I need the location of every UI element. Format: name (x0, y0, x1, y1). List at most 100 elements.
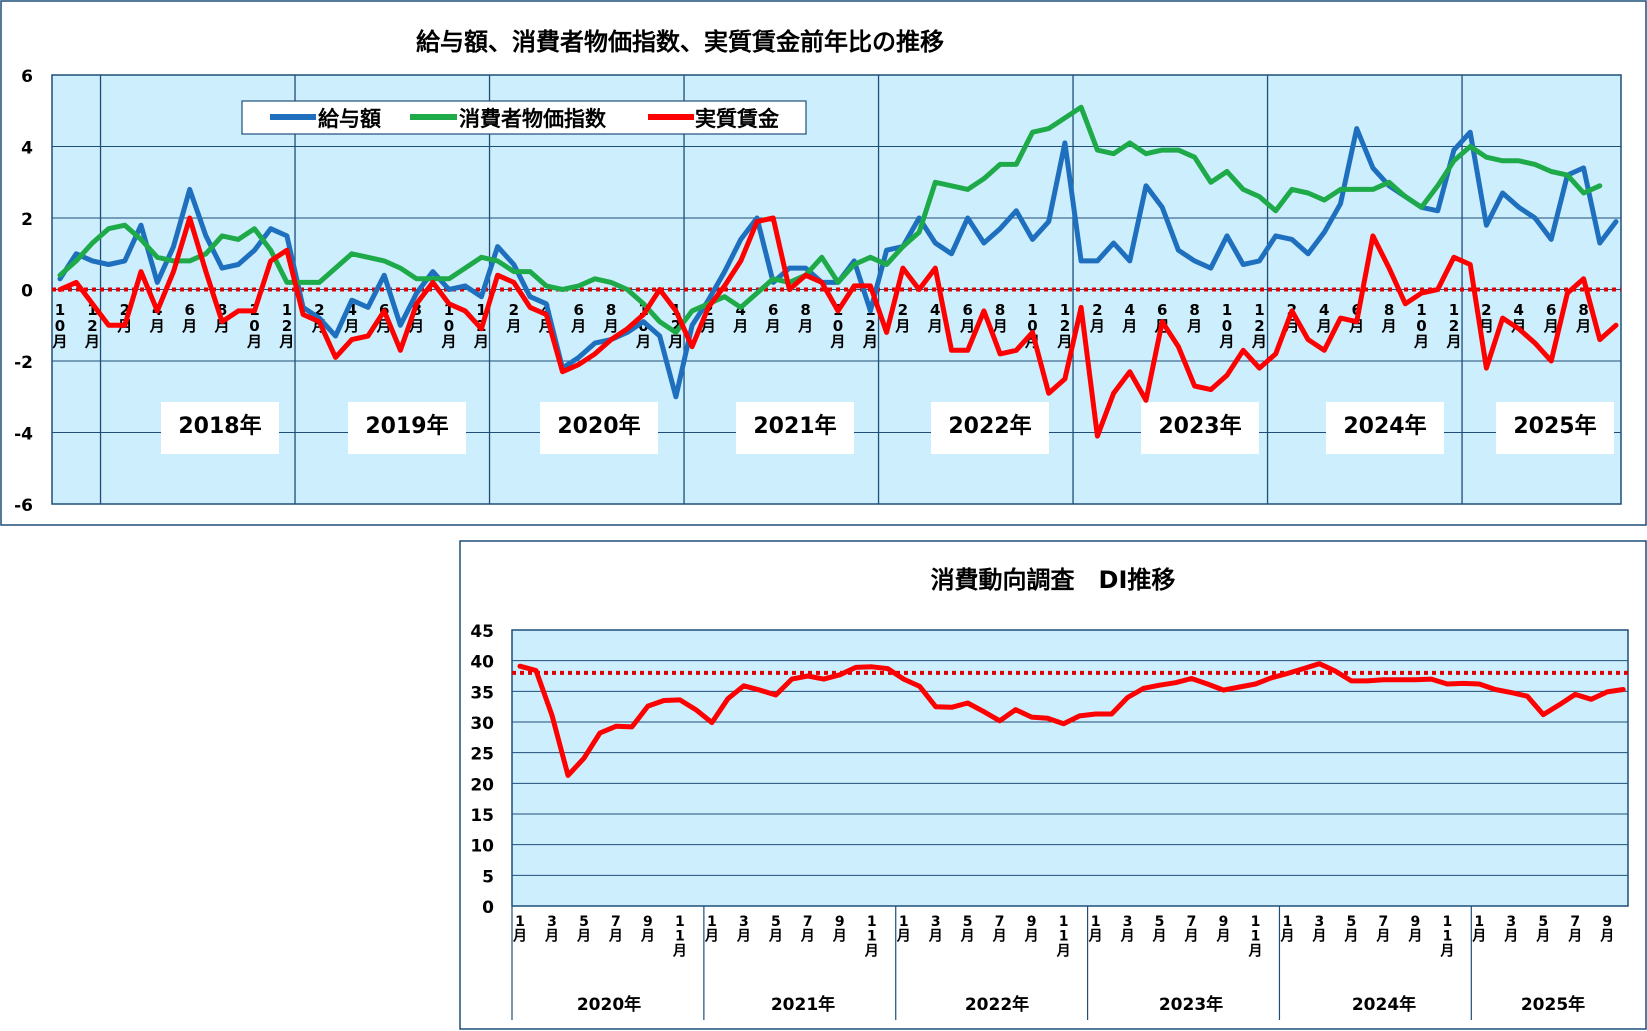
legend-label-real-wage: 実質賃金 (695, 107, 780, 131)
y-tick-label: 5 (482, 867, 494, 887)
year-label: 2020年 (557, 413, 640, 439)
y-tick-label: 45 (470, 622, 494, 642)
year-label: 2022年 (948, 413, 1031, 439)
legend-box (241, 100, 807, 135)
year-label-box (161, 402, 279, 454)
year-label: 2023年 (1158, 413, 1241, 439)
wage-chart-legend: 給与額 消費者物価指数 実質賃金 (241, 100, 807, 135)
year-label: 2022年 (965, 994, 1029, 1015)
year-label-box (1326, 402, 1444, 454)
y-tick-label: 15 (470, 806, 494, 826)
wage-chart: 給与額、消費者物価指数、実質賃金前年比の推移 6 4 2 0 -2 -4 -6 1 0 月 1 2 月… (0, 0, 1647, 526)
di-plot-area (511, 629, 1629, 907)
year-label: 2025年 (1521, 994, 1585, 1015)
wage-chart-title: 給与額、消費者物価指数、実質賃金前年比の推移 (416, 28, 944, 56)
y-tick-label: 35 (470, 683, 494, 703)
year-label-box (931, 402, 1049, 454)
y-tick-label: 0 (21, 282, 33, 302)
y-tick-label: 25 (470, 745, 494, 765)
year-label: 2019年 (365, 413, 448, 439)
di-chart-title: 消費動向調査 DI推移 (931, 566, 1176, 594)
y-tick-label: 10 (470, 837, 494, 857)
year-label-box (540, 402, 658, 454)
year-label-box (348, 402, 466, 454)
y-tick-label: 6 (21, 67, 33, 87)
year-label: 2024年 (1352, 994, 1416, 1015)
year-label: 2023年 (1159, 994, 1223, 1015)
legend-label-wage: 給与額 (318, 107, 381, 131)
year-label-box (736, 402, 854, 454)
year-label: 2021年 (771, 994, 835, 1015)
y-tick-label: -6 (14, 496, 33, 516)
year-label: 2018年 (178, 413, 261, 439)
y-tick-label: 0 (482, 898, 494, 918)
y-tick-label: 30 (470, 714, 494, 734)
year-label-box (1496, 402, 1614, 454)
y-tick-label: -4 (14, 425, 33, 445)
di-chart: 消費動向調査 DI推移 45 40 35 30 25 20 15 10 5 0 1 月 3 月 5 月 7 月 9… (459, 540, 1647, 1030)
year-label: 2025年 (1513, 413, 1596, 439)
year-label: 2021年 (753, 413, 836, 439)
y-tick-label: 2 (21, 210, 33, 230)
y-tick-label: 20 (470, 775, 494, 795)
y-tick-label: 40 (470, 653, 494, 673)
year-label-box (1141, 402, 1259, 454)
year-label: 2024年 (1343, 413, 1426, 439)
y-tick-label: -2 (14, 353, 33, 373)
